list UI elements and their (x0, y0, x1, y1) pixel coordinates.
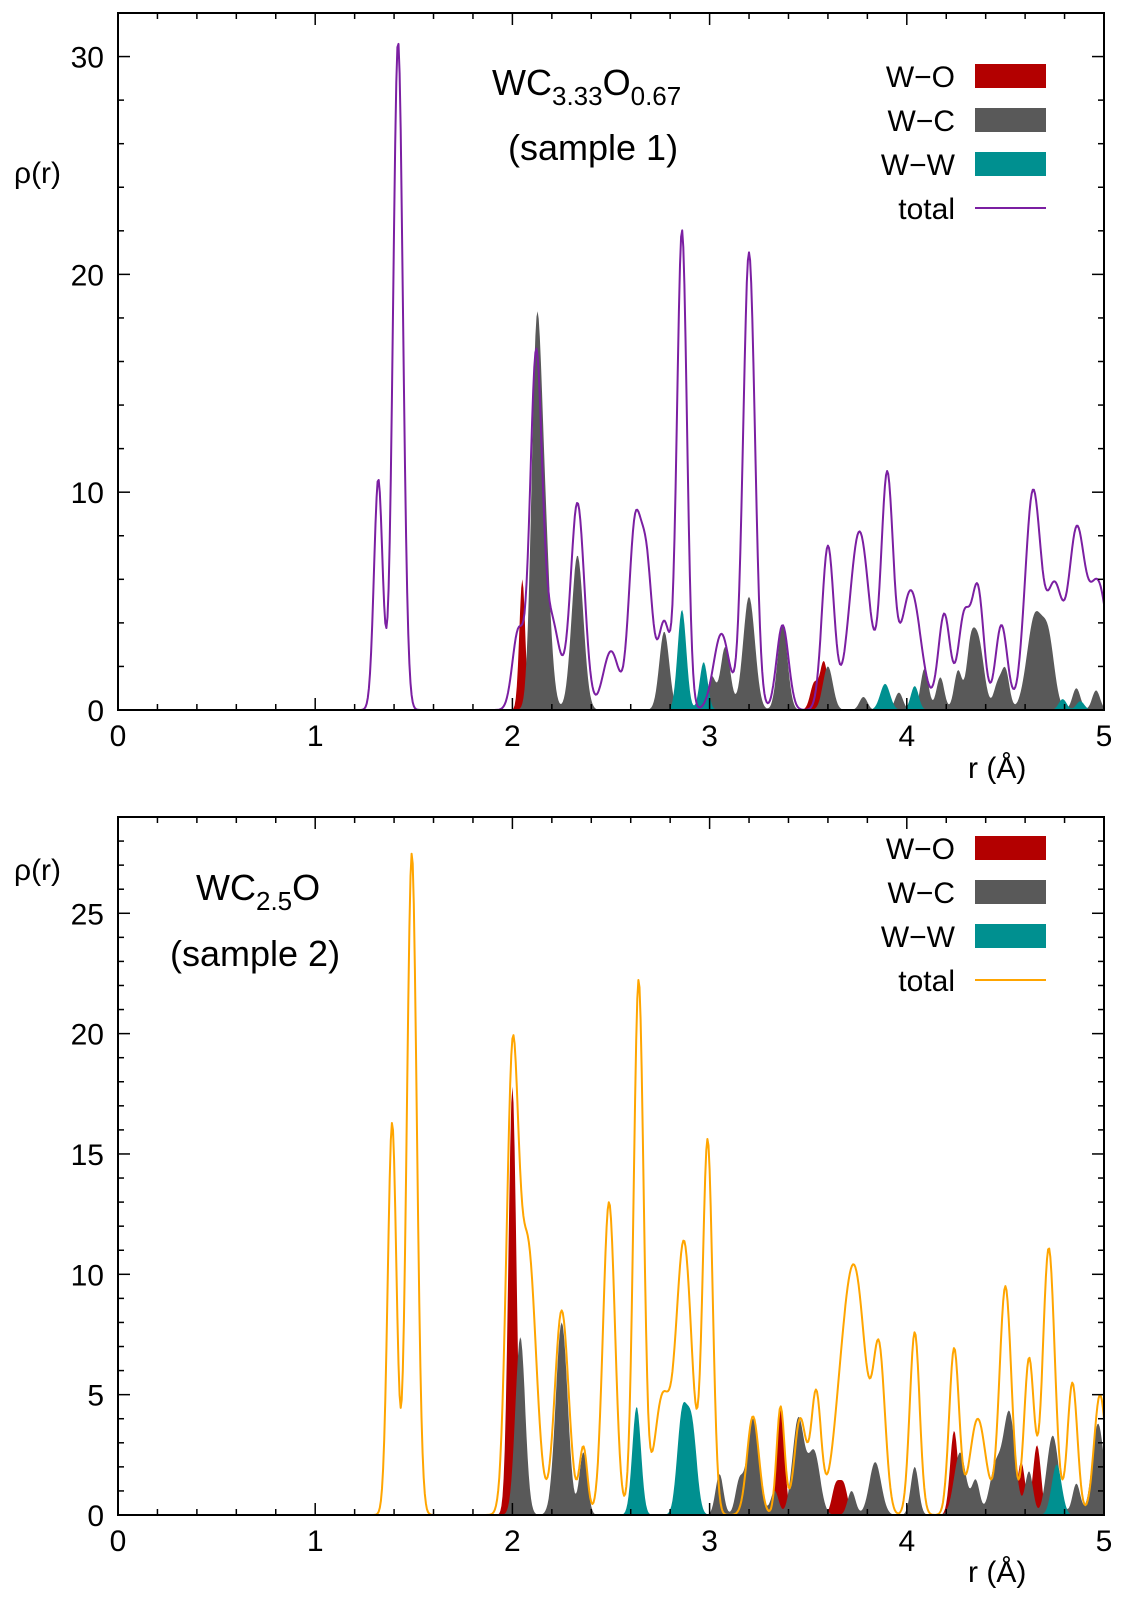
legend-label-w-c-top: W−C (888, 105, 956, 138)
panel-top: 0 1 2 3 4 5 0 10 20 30 ρ(r) r (Å) WC3.33O0.67 (sa… (14, 12, 1113, 785)
series-area-w-o-bottom (118, 1086, 1104, 1515)
chart-subtitle-bottom: (sample 2) (170, 933, 340, 974)
legend-label-total-top: total (898, 193, 955, 226)
x-axis-label-bottom: r (Å) (968, 1556, 1026, 1589)
y-tick-label-top: 20 (71, 259, 104, 292)
chart-title-bottom: WC2.5O (196, 867, 320, 916)
axes-frame-top (117, 12, 1105, 711)
series-area-w-c-top (118, 311, 1104, 710)
x-axis-label-top: r (Å) (968, 752, 1026, 785)
legend-swatch-w-o-bottom (975, 836, 1046, 860)
title-sub2-top: 0.67 (631, 81, 682, 111)
title-mid-bottom: O (292, 867, 320, 908)
legend-top: W−O W−C W−W total (881, 61, 1046, 226)
y-tick-label-bottom: 5 (87, 1380, 104, 1413)
axes-frame-bottom (117, 816, 1105, 1516)
chart-subtitle-top: (sample 1) (508, 127, 678, 168)
y-tick-label-top: 0 (87, 695, 104, 728)
title-mid-top: O (603, 62, 631, 103)
legend-swatch-w-o-top (975, 64, 1046, 88)
x-tick-label-bottom: 3 (701, 1525, 718, 1558)
legend-swatch-w-w-bottom (975, 924, 1046, 948)
ticks-bottom: 0 1 2 3 4 5 0 5 10 15 20 25 (71, 816, 1113, 1558)
x-tick-label-top: 2 (504, 720, 521, 753)
x-tick-label-top: 1 (307, 720, 324, 753)
panel-bottom: 0 1 2 3 4 5 0 5 10 15 20 25 ρ(r) r (Å) WC2.5O (samp… (14, 816, 1113, 1589)
y-tick-label-bottom: 15 (71, 1139, 104, 1172)
x-tick-label-top: 4 (898, 720, 915, 753)
y-tick-label-bottom: 10 (71, 1259, 104, 1292)
legend-bottom: W−O W−C W−W total (881, 833, 1046, 998)
y-tick-label-bottom: 25 (71, 898, 104, 931)
y-axis-label-bottom: ρ(r) (14, 854, 61, 887)
legend-swatch-w-w-top (975, 152, 1046, 176)
legend-label-w-w-top: W−W (881, 149, 956, 182)
y-axis-label-top: ρ(r) (14, 157, 61, 190)
x-tick-label-top: 3 (701, 720, 718, 753)
series-area-w-c-bottom (118, 1322, 1104, 1515)
x-tick-label-top: 0 (110, 720, 127, 753)
x-tick-label-bottom: 0 (110, 1525, 127, 1558)
legend-label-w-o-top: W−O (886, 61, 955, 94)
title-sub1-top: 3.33 (552, 81, 603, 111)
x-tick-label-bottom: 1 (307, 1525, 324, 1558)
legend-swatch-w-c-top (975, 108, 1046, 132)
x-tick-label-top: 5 (1096, 720, 1113, 753)
legend-label-w-o-bottom: W−O (886, 833, 955, 866)
ticks-top: 0 1 2 3 4 5 0 10 20 30 (71, 12, 1113, 753)
y-tick-label-top: 30 (71, 42, 104, 75)
y-tick-label-top: 10 (71, 477, 104, 510)
legend-swatch-w-c-bottom (975, 880, 1046, 904)
legend-label-w-w-bottom: W−W (881, 921, 956, 954)
x-tick-label-bottom: 2 (504, 1525, 521, 1558)
x-tick-label-bottom: 5 (1096, 1525, 1113, 1558)
legend-label-w-c-bottom: W−C (888, 877, 956, 910)
legend-label-total-bottom: total (898, 965, 955, 998)
y-tick-label-bottom: 20 (71, 1019, 104, 1052)
title-sub1-bottom: 2.5 (256, 886, 292, 916)
title-main-bottom: WC (196, 867, 256, 908)
title-main-top: WC (492, 62, 552, 103)
x-tick-label-bottom: 4 (898, 1525, 915, 1558)
y-tick-label-bottom: 0 (87, 1500, 104, 1533)
chart-title-top: WC3.33O0.67 (492, 62, 681, 111)
